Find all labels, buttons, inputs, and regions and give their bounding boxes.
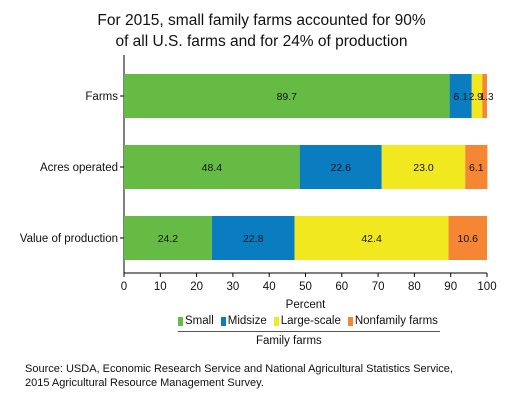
- chart-title-line-2: of all U.S. farms and for 24% of product…: [115, 33, 408, 50]
- data-label: 22.6: [330, 162, 351, 174]
- x-tick-label: 60: [335, 281, 348, 293]
- data-label: 6.1: [469, 162, 484, 174]
- bar-segment: [471, 74, 483, 118]
- bar-segment: [299, 145, 382, 189]
- legend-swatch: [178, 316, 183, 326]
- legend-label: Nonfamily farms: [354, 315, 438, 327]
- source-line-1: Source: USDA, Economic Research Service …: [25, 363, 453, 375]
- chart-title: For 2015, small family farms accounted f…: [0, 10, 523, 52]
- x-tick-label: 70: [372, 281, 385, 293]
- data-label: 1.3: [480, 92, 494, 103]
- category-label: Farms: [85, 91, 118, 103]
- data-label: 89.7: [277, 91, 298, 103]
- legend-label: Midsize: [227, 315, 267, 327]
- legend-swatch: [273, 316, 279, 326]
- stacked-bar-chart: 0 10 20 30 40 50 60 70 80 90 100 Percent Farms Acres …: [20, 55, 497, 310]
- source-note: Source: USDA, Economic Research Service …: [25, 362, 505, 390]
- category-label: Acres operated: [40, 162, 118, 174]
- bar-segment: [124, 74, 450, 118]
- bar-segment: [211, 216, 295, 260]
- data-label: 42.4: [361, 233, 382, 245]
- x-tick-label: 80: [408, 281, 421, 293]
- legend-group-rule: [178, 331, 440, 332]
- bar-segment: [124, 145, 300, 189]
- data-label: 24.2: [158, 233, 179, 245]
- data-label: 23.0: [413, 162, 434, 174]
- bar-segment: [381, 145, 466, 189]
- legend-label: Large-scale: [280, 315, 341, 327]
- x-tick-label: 40: [263, 281, 276, 293]
- bar-segment: [124, 216, 212, 260]
- bar-segment: [448, 216, 487, 260]
- bar-segment: [449, 74, 472, 118]
- x-tick-label: 90: [444, 281, 457, 293]
- data-label: 2.9: [469, 92, 483, 103]
- source-line-2: 2015 Agricultural Resource Management Su…: [25, 377, 264, 389]
- legend-swatch: [220, 316, 226, 326]
- x-tick-label: 20: [190, 281, 203, 293]
- legend-label: Small: [185, 315, 214, 327]
- data-label: 22.8: [243, 233, 264, 245]
- x-tick-label: 100: [477, 281, 496, 293]
- category-label: Value of production: [20, 233, 118, 245]
- chart-title-line-1: For 2015, small family farms accounted f…: [97, 12, 426, 29]
- data-label: 6.1: [453, 91, 468, 103]
- legend: Small Midsize Large-scale Nonfamily farms F…: [178, 315, 478, 347]
- x-axis-title: Percent: [286, 299, 326, 310]
- legend-group-label: Family farms: [256, 335, 322, 347]
- bar-segment: [465, 145, 488, 189]
- legend-item: Small: [178, 315, 214, 327]
- legend-item: Nonfamily farms: [347, 315, 438, 327]
- data-label: 10.6: [458, 233, 479, 245]
- x-tick-label: 0: [121, 281, 127, 293]
- x-tick-label: 30: [227, 281, 240, 293]
- legend-swatch: [347, 316, 353, 326]
- data-label: 48.4: [202, 162, 223, 174]
- legend-item: Midsize: [220, 315, 267, 327]
- x-tick-label: 50: [299, 281, 312, 293]
- bar-segment: [294, 216, 449, 260]
- legend-items: Small Midsize Large-scale Nonfamily farms: [178, 315, 478, 327]
- legend-item: Large-scale: [273, 315, 341, 327]
- x-tick-label: 10: [154, 281, 167, 293]
- bar-segment: [482, 74, 487, 118]
